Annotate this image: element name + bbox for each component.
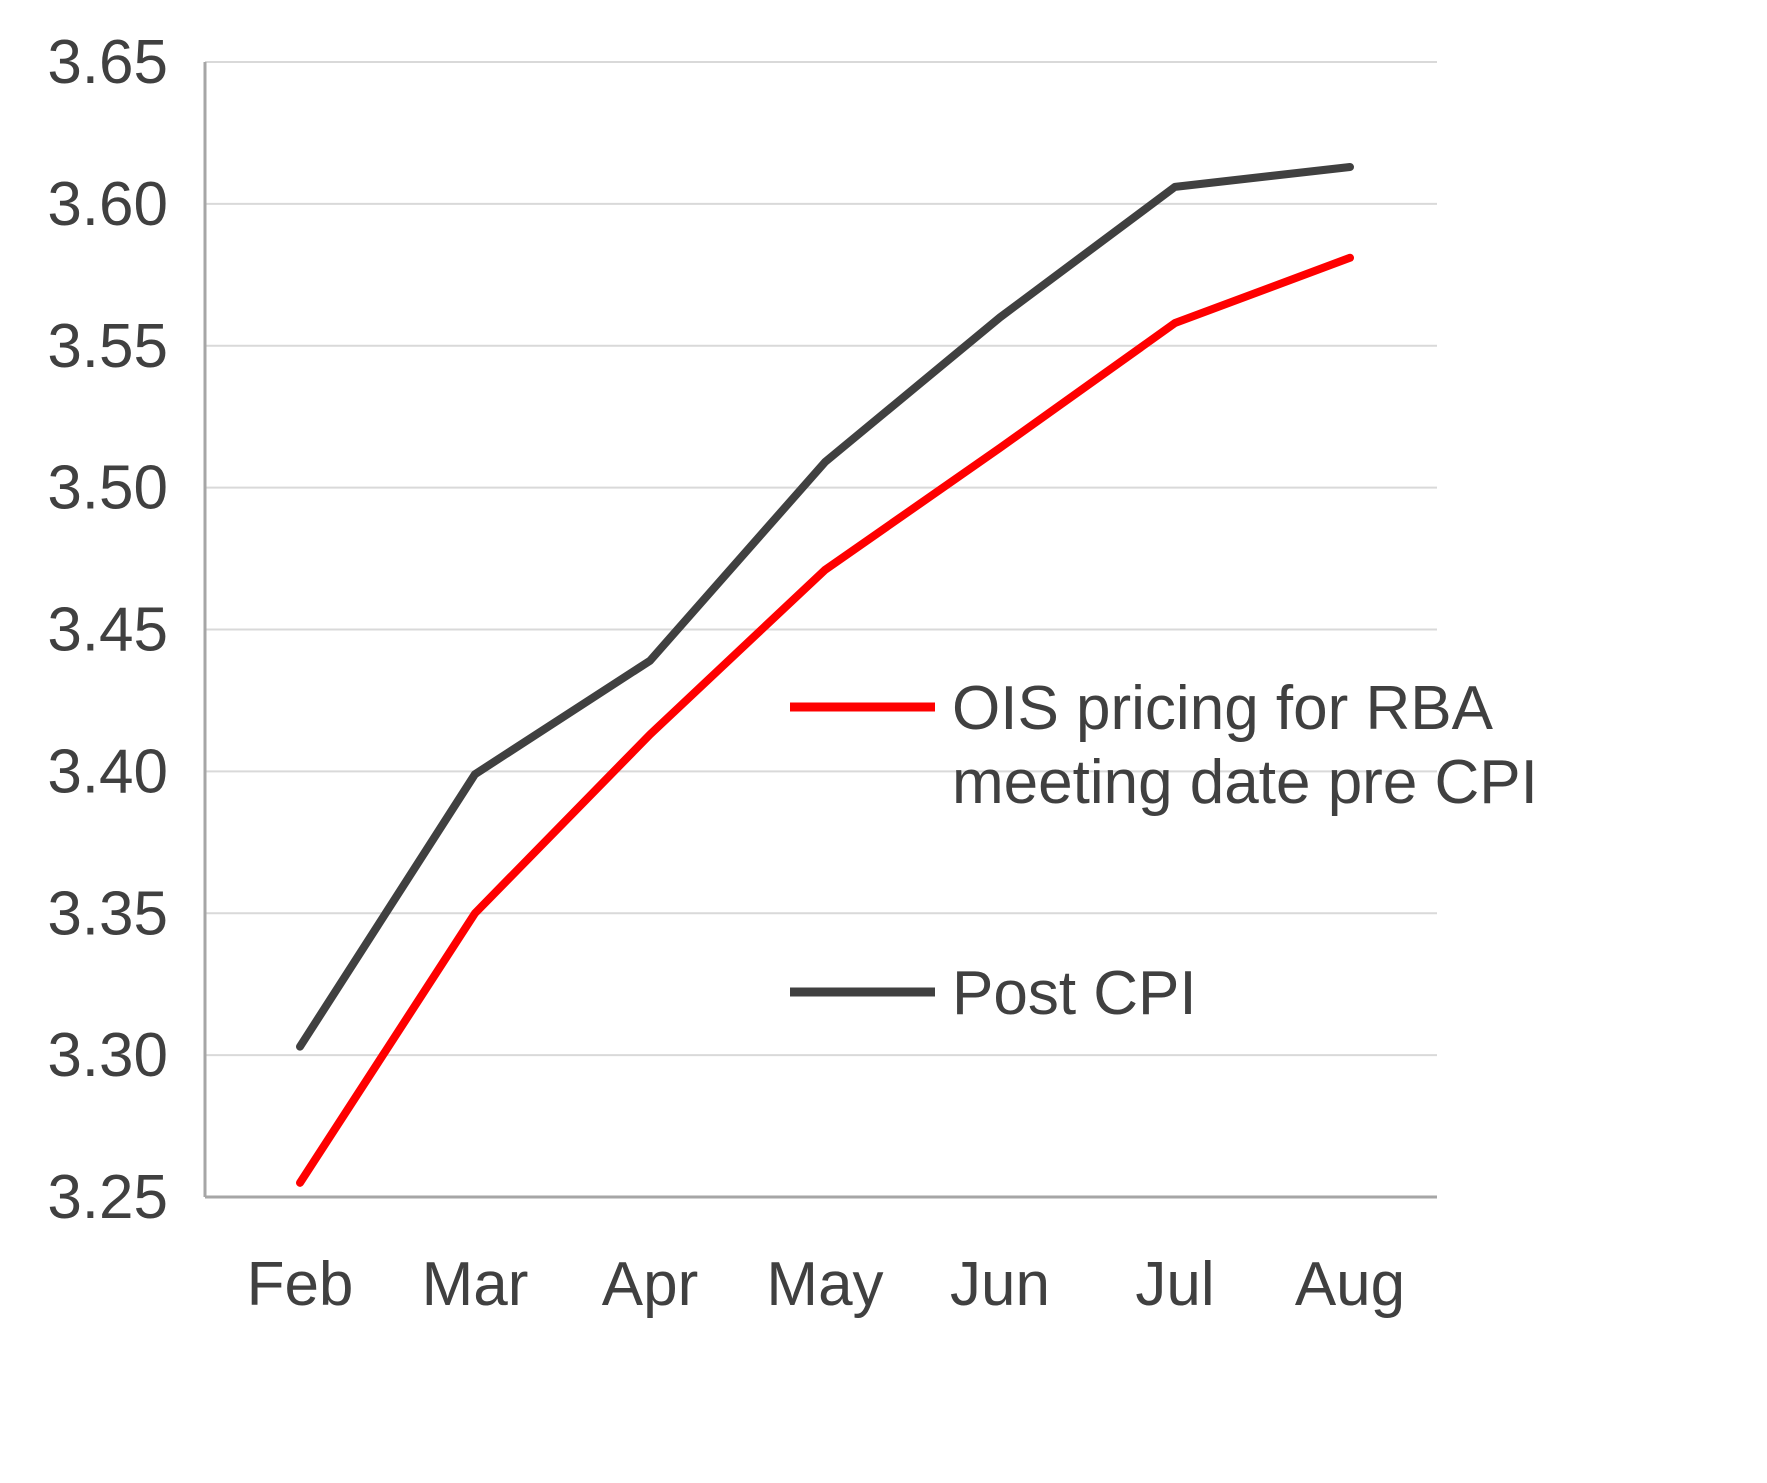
y-tick-label: 3.50 xyxy=(47,454,168,523)
y-axis-tick-labels: 3.25 3.30 3.35 3.40 3.45 3.50 3.55 3.60 3.65 xyxy=(47,28,168,1232)
y-tick-label: 3.35 xyxy=(47,879,168,948)
axes xyxy=(203,62,1437,1199)
gridlines xyxy=(205,61,1437,1057)
x-tick-label: Mar xyxy=(422,1250,529,1319)
y-tick-label: 3.55 xyxy=(47,312,168,381)
y-tick-label: 3.65 xyxy=(47,28,168,97)
y-tick-label: 3.45 xyxy=(47,596,168,665)
series-lines xyxy=(296,162,1354,1187)
y-tick-label: 3.30 xyxy=(47,1021,168,1090)
x-tick-label: Feb xyxy=(247,1250,354,1319)
x-tick-label: Aug xyxy=(1295,1250,1405,1319)
series-line-ois-pricing-for-rba-meeting-date-pre-cpi xyxy=(296,253,1354,1187)
x-tick-label: May xyxy=(766,1250,883,1319)
y-tick-label: 3.60 xyxy=(47,170,168,239)
series-line-post-cpi xyxy=(296,162,1354,1051)
legend-label-pre-cpi-line2: meeting date pre CPI xyxy=(952,748,1538,817)
x-tick-label: Apr xyxy=(602,1250,698,1319)
x-tick-label: Jun xyxy=(950,1250,1050,1319)
x-tick-label: Jul xyxy=(1135,1250,1214,1319)
legend: OIS pricing for RBA meeting date pre CPI… xyxy=(790,674,1538,1028)
legend-label-pre-cpi-line1: OIS pricing for RBA xyxy=(952,674,1494,743)
y-tick-label: 3.40 xyxy=(47,737,168,806)
y-tick-label: 3.25 xyxy=(47,1163,168,1232)
legend-label-post-cpi: Post CPI xyxy=(952,959,1197,1028)
x-axis-tick-labels: Feb Mar Apr May Jun Jul Aug xyxy=(247,1250,1406,1319)
